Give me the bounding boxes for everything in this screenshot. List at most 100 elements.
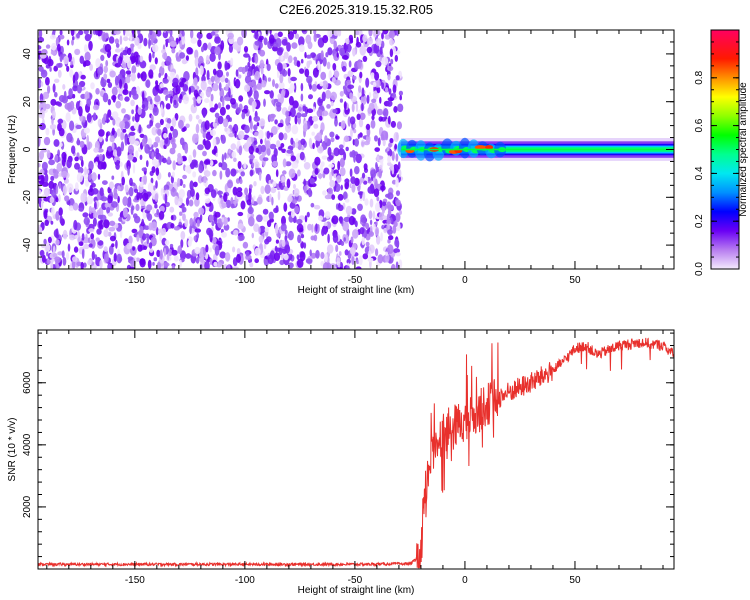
noise-blob [334, 117, 338, 127]
noise-blob [378, 116, 383, 122]
noise-blob [98, 153, 103, 162]
noise-blob [58, 182, 62, 190]
noise-blob [88, 205, 92, 215]
noise-blob [144, 233, 150, 239]
noise-blob [74, 48, 81, 56]
noise-blob [370, 119, 376, 129]
noise-blob [220, 134, 226, 144]
noise-blob [169, 206, 175, 213]
noise-blob [50, 98, 57, 106]
noise-blob [72, 85, 78, 92]
noise-blob [181, 77, 187, 83]
noise-blob [300, 234, 305, 239]
noise-blob [380, 40, 385, 49]
noise-blob [83, 44, 88, 53]
noise-blob [280, 55, 284, 61]
noise-blob [170, 95, 173, 104]
noise-blob [40, 223, 45, 228]
noise-blob [162, 52, 168, 60]
noise-blob [190, 161, 195, 169]
noise-blob [202, 108, 206, 119]
noise-blob [395, 252, 401, 257]
noise-blob [66, 39, 70, 46]
noise-blob [62, 257, 67, 266]
noise-blob [371, 98, 377, 103]
noise-blob [205, 54, 210, 65]
noise-blob [382, 30, 389, 35]
noise-blob [195, 67, 199, 77]
noise-blob [283, 202, 288, 212]
noise-blob [379, 46, 383, 55]
noise-blob [109, 135, 115, 143]
noise-blob [62, 229, 68, 240]
noise-blob [217, 61, 222, 70]
noise-blob [285, 123, 292, 133]
noise-blob [322, 190, 327, 196]
noise-blob [214, 103, 219, 110]
noise-blob [309, 84, 312, 90]
noise-blob [260, 138, 263, 145]
noise-blob [84, 51, 91, 62]
noise-blob [180, 239, 184, 249]
noise-blob [205, 244, 209, 253]
noise-blob [352, 75, 357, 80]
noise-blob [254, 53, 259, 64]
noise-blob [179, 52, 186, 59]
noise-blob [210, 75, 215, 83]
signal-peak [474, 145, 486, 150]
noise-blob [225, 104, 231, 110]
noise-blob [346, 258, 351, 265]
noise-blob [178, 188, 185, 199]
noise-blob [381, 82, 385, 90]
noise-blob [116, 128, 121, 137]
noise-blob [104, 43, 112, 53]
noise-blob [303, 242, 307, 249]
signal-peak [485, 145, 494, 150]
noise-blob [76, 261, 82, 267]
noise-blob [305, 34, 312, 45]
noise-blob [232, 186, 238, 196]
noise-blob [48, 180, 55, 190]
noise-blob [323, 222, 328, 227]
noise-blob [256, 83, 263, 91]
noise-blob [98, 129, 105, 137]
noise-blob [281, 69, 288, 77]
noise-blob [374, 226, 380, 236]
noise-blob [375, 221, 378, 226]
noise-blob [277, 93, 281, 99]
noise-blob [153, 257, 158, 262]
noise-blob [363, 163, 368, 171]
noise-blob [300, 93, 304, 102]
noise-blob [301, 146, 305, 151]
noise-blob [294, 115, 298, 125]
noise-blob [230, 98, 236, 105]
noise-blob [269, 30, 272, 35]
noise-blob [134, 36, 140, 46]
noise-blob [164, 239, 170, 246]
noise-blob [214, 36, 221, 44]
noise-blob [256, 214, 263, 223]
noise-blob [321, 155, 328, 160]
noise-blob [311, 83, 318, 92]
noise-blob [338, 148, 345, 156]
noise-blob [107, 98, 112, 106]
noise-blob [237, 74, 242, 79]
noise-blob [395, 261, 399, 269]
noise-blob [170, 215, 174, 221]
noise-blob [343, 191, 348, 201]
noise-blob [132, 213, 138, 219]
noise-blob [317, 60, 321, 71]
noise-blob [225, 167, 231, 178]
noise-blob [172, 128, 179, 138]
noise-blob [291, 162, 299, 169]
noise-blob [267, 254, 274, 265]
noise-blob [86, 113, 92, 123]
noise-blob [251, 30, 256, 33]
noise-blob [108, 145, 113, 152]
spectrogram-y-axis-label: Frequency (Hz) [7, 115, 18, 184]
noise-blob [100, 54, 105, 62]
noise-blob [217, 190, 223, 195]
noise-blob [52, 30, 56, 35]
noise-blob [340, 241, 345, 246]
noise-blob [88, 160, 94, 171]
